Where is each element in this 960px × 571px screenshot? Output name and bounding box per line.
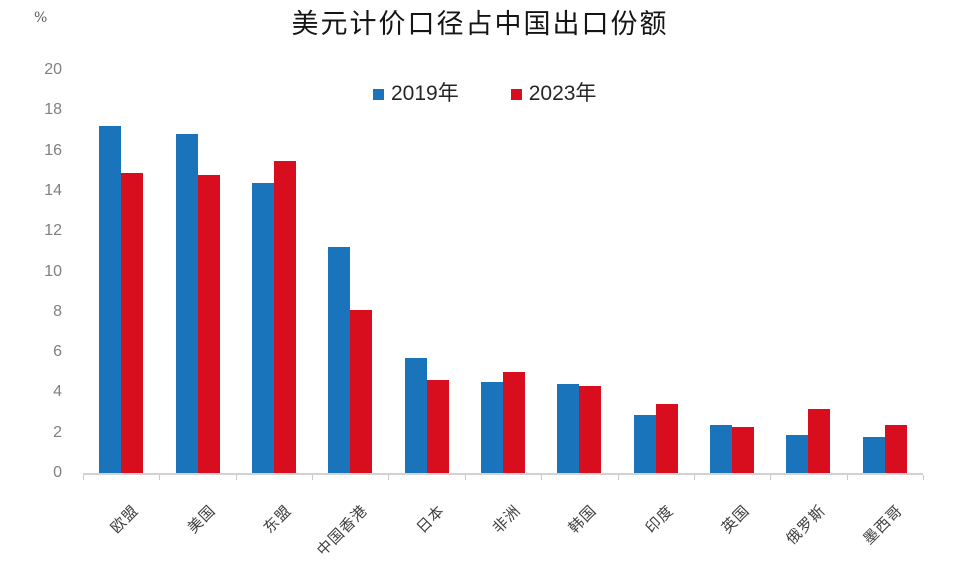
y-axis-tick-label: 14 xyxy=(44,181,62,199)
legend-label-2019: 2019年 xyxy=(391,82,459,105)
x-axis-line xyxy=(83,473,923,475)
y-axis-tick-label: 4 xyxy=(53,383,62,401)
x-axis-tick xyxy=(83,475,84,480)
y-axis-tick-label: 0 xyxy=(53,464,62,481)
y-axis-tick-label: 6 xyxy=(53,343,62,361)
x-axis-tick xyxy=(312,475,314,480)
x-axis-tick xyxy=(770,475,772,480)
y-axis-tick-label: 20 xyxy=(44,61,62,78)
chart-title: 美元计价口径占中国出口份额 xyxy=(291,9,669,40)
x-axis-category-label: 东盟 xyxy=(260,502,296,537)
bar-2023年-非洲 xyxy=(503,372,525,473)
legend-item-2023: 2023年 xyxy=(510,82,597,106)
x-axis-tick xyxy=(923,475,924,480)
x-axis-category-label: 非洲 xyxy=(489,502,525,537)
x-axis-tick xyxy=(541,475,543,480)
bar-2023年-墨西哥 xyxy=(884,424,907,473)
x-axis-tick xyxy=(846,475,848,480)
x-axis-category-label: 美国 xyxy=(184,502,219,537)
bar-2019年-日本 xyxy=(404,358,427,473)
bar-2023年-中国香港 xyxy=(350,309,373,473)
x-axis-tick xyxy=(235,475,237,480)
bar-2019年-英国 xyxy=(710,424,733,473)
y-axis-tick-label: 8 xyxy=(53,302,62,320)
x-axis-category-label: 欧盟 xyxy=(107,502,143,537)
bar-2023年-欧盟 xyxy=(121,172,144,473)
x-axis-category-label: 英国 xyxy=(718,502,754,537)
x-axis-category-label: 韩国 xyxy=(565,502,601,537)
bar-2019年-欧盟 xyxy=(99,126,122,473)
bar-2023年-俄罗斯 xyxy=(808,408,831,473)
x-axis-category-label: 日本 xyxy=(413,502,448,537)
x-axis-category-label: 印度 xyxy=(642,502,677,537)
legend: 2019年 2023年 xyxy=(373,82,596,106)
x-axis-tick xyxy=(159,475,161,480)
x-axis-tick xyxy=(693,475,695,480)
bar-2023年-印度 xyxy=(655,404,678,473)
bar-2019年-印度 xyxy=(633,414,656,473)
bar-2019年-中国香港 xyxy=(328,247,351,473)
bar-2019年-非洲 xyxy=(481,382,503,473)
x-axis-category-label: 墨西哥 xyxy=(859,502,906,549)
x-axis-category-label: 中国香港 xyxy=(314,502,372,560)
y-axis-unit-label: % xyxy=(34,10,48,26)
bar-2019年-俄罗斯 xyxy=(786,434,809,473)
x-axis-tick xyxy=(388,475,390,480)
bar-2023年-韩国 xyxy=(579,386,602,473)
bar-2019年-韩国 xyxy=(557,384,580,473)
y-axis-tick-label: 16 xyxy=(44,141,62,159)
x-axis-tick xyxy=(617,475,619,480)
bar-2019年-东盟 xyxy=(251,182,274,473)
bar-2023年-日本 xyxy=(426,380,449,473)
bar-2023年-美国 xyxy=(197,174,220,473)
y-axis-tick-label: 10 xyxy=(44,262,62,280)
bar-2023年-东盟 xyxy=(273,160,296,473)
x-axis-category-label: 俄罗斯 xyxy=(783,502,830,549)
bar-2019年-墨西哥 xyxy=(862,436,885,473)
legend-item-2019: 2019年 xyxy=(373,82,459,106)
legend-swatch-2019-icon xyxy=(373,88,384,100)
bar-2023年-英国 xyxy=(732,426,755,473)
x-axis-tick xyxy=(464,475,466,480)
bar-2019年-美国 xyxy=(175,134,198,473)
legend-swatch-2023-icon xyxy=(510,88,522,100)
y-axis-tick-label: 12 xyxy=(44,222,62,240)
legend-label-2023: 2023年 xyxy=(528,82,597,105)
y-axis-tick-label: 2 xyxy=(53,423,62,441)
y-axis-tick-label: 18 xyxy=(44,101,62,119)
